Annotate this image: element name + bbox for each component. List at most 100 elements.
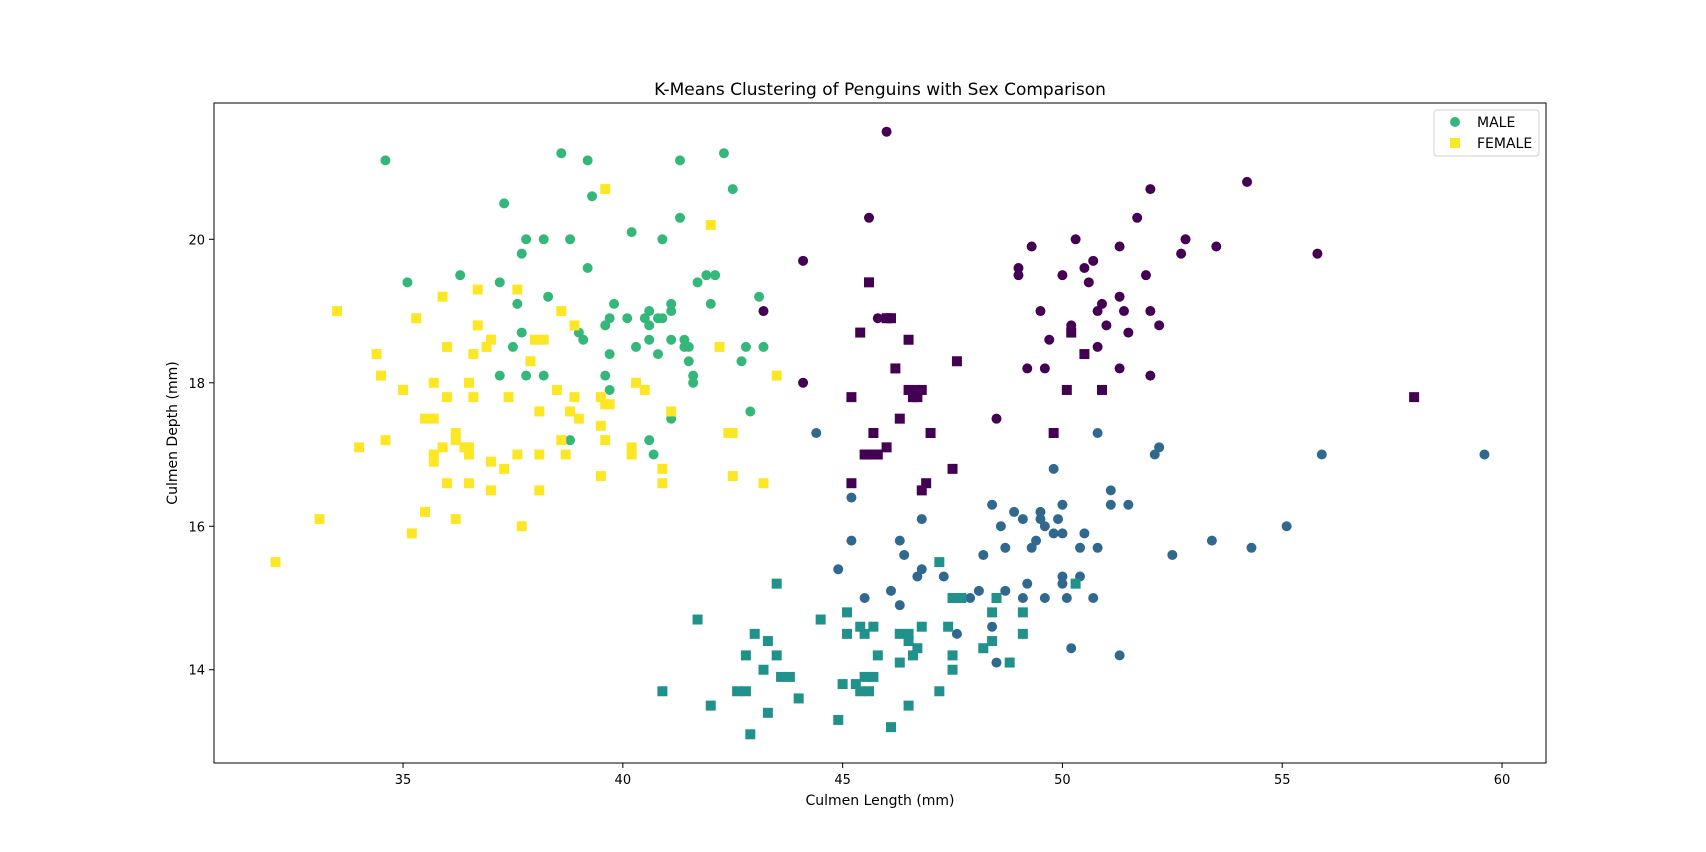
male-point xyxy=(1088,255,1099,266)
female-point xyxy=(850,679,861,690)
male-point xyxy=(578,334,589,345)
female-point xyxy=(881,442,892,453)
y-tick-label: 20 xyxy=(188,233,205,248)
female-point xyxy=(1070,578,1081,589)
male-point xyxy=(1316,449,1327,460)
male-point xyxy=(718,148,729,159)
legend: MALE FEMALE xyxy=(1433,109,1540,157)
male-point xyxy=(674,212,685,223)
female-point xyxy=(837,679,848,690)
female-point xyxy=(565,406,576,417)
female-point xyxy=(859,628,870,639)
male-point xyxy=(556,148,567,159)
female-point xyxy=(499,463,510,474)
female-point xyxy=(437,442,448,453)
x-tick-label: 60 xyxy=(1494,773,1511,788)
female-point xyxy=(987,607,998,618)
male-point xyxy=(600,320,611,331)
male-point xyxy=(965,593,976,603)
x-tick-label: 55 xyxy=(1274,773,1291,788)
female-point xyxy=(1017,628,1028,639)
male-point xyxy=(872,313,883,324)
male-point xyxy=(912,571,923,582)
male-point xyxy=(402,277,413,288)
male-point xyxy=(1180,234,1191,245)
male-point xyxy=(1145,184,1156,195)
male-point xyxy=(1145,370,1156,381)
female-point xyxy=(503,392,514,403)
female-point xyxy=(903,384,914,395)
male-point xyxy=(666,298,677,309)
female-point xyxy=(859,671,870,682)
female-point xyxy=(987,636,998,647)
female-point xyxy=(270,557,281,568)
male-point xyxy=(1057,270,1068,281)
male-point xyxy=(1039,363,1050,374)
male-point xyxy=(600,370,611,381)
male-point xyxy=(674,155,685,166)
female-point xyxy=(569,392,580,403)
male-point xyxy=(653,349,663,360)
plot-frame xyxy=(213,102,1547,764)
x-tick-label: 50 xyxy=(1054,773,1071,788)
female-point xyxy=(745,729,756,740)
female-point xyxy=(872,650,883,661)
male-point xyxy=(1057,578,1068,589)
male-point xyxy=(538,370,549,381)
male-point xyxy=(1000,542,1011,553)
female-point xyxy=(864,277,875,288)
female-point xyxy=(450,514,461,525)
female-point xyxy=(472,320,483,331)
female-point xyxy=(604,399,615,410)
female-point xyxy=(441,341,452,352)
female-point xyxy=(1048,428,1059,438)
female-point xyxy=(560,449,571,460)
female-point xyxy=(885,722,896,733)
female-point xyxy=(705,219,716,230)
legend-box xyxy=(1433,109,1540,157)
male-point xyxy=(1013,270,1024,281)
male-point xyxy=(701,270,712,281)
male-point xyxy=(516,248,527,259)
female-point xyxy=(868,621,879,632)
male-point xyxy=(864,212,875,223)
male-point xyxy=(1140,270,1151,281)
female-point xyxy=(771,578,782,589)
female-point xyxy=(842,628,853,639)
male-point xyxy=(657,234,668,245)
female-point xyxy=(595,392,606,403)
male-point xyxy=(565,435,576,446)
male-point xyxy=(1312,248,1323,259)
female-point xyxy=(380,435,391,446)
female-point xyxy=(428,456,439,467)
female-point xyxy=(441,392,452,403)
female-point xyxy=(864,449,875,460)
male-point xyxy=(846,492,857,503)
female-point xyxy=(626,442,637,453)
male-point xyxy=(1092,306,1103,317)
x-tick-label: 40 xyxy=(615,773,632,788)
male-point xyxy=(538,234,549,245)
female-point xyxy=(657,463,668,474)
male-point xyxy=(833,564,844,575)
female-point xyxy=(947,664,958,675)
female-point xyxy=(890,363,901,374)
male-point xyxy=(1246,542,1257,553)
female-point xyxy=(934,686,945,697)
female-point xyxy=(705,700,716,711)
x-tick-label: 35 xyxy=(395,773,412,788)
female-point xyxy=(727,428,738,438)
y-axis-ticks: 14 16 18 20 xyxy=(188,233,214,679)
male-point xyxy=(1097,298,1107,309)
male-point xyxy=(644,334,655,345)
male-point xyxy=(1017,514,1028,525)
y-tick-label: 16 xyxy=(188,520,205,535)
female-point xyxy=(354,442,365,453)
female-point xyxy=(732,686,743,697)
male-point xyxy=(1123,327,1134,338)
female-point xyxy=(921,478,932,489)
male-point xyxy=(1013,263,1024,273)
male-point xyxy=(916,514,927,525)
x-tick-label: 45 xyxy=(834,773,851,788)
male-point xyxy=(1149,449,1160,460)
